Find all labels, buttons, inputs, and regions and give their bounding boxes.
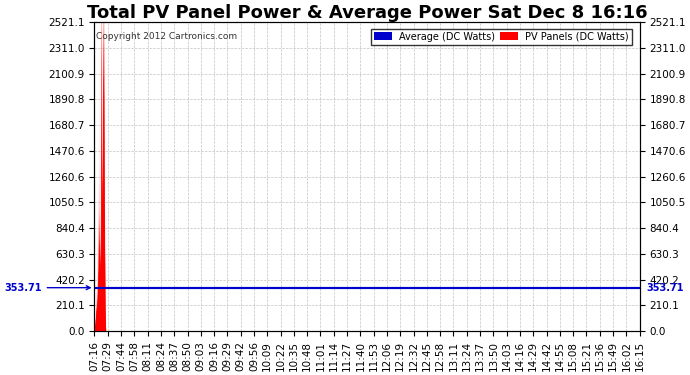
- Title: Total PV Panel Power & Average Power Sat Dec 8 16:16: Total PV Panel Power & Average Power Sat…: [87, 4, 647, 22]
- Text: 353.71: 353.71: [4, 283, 90, 292]
- Legend: Average (DC Watts), PV Panels (DC Watts): Average (DC Watts), PV Panels (DC Watts): [371, 29, 632, 45]
- Text: Copyright 2012 Cartronics.com: Copyright 2012 Cartronics.com: [95, 32, 237, 40]
- Text: 353.71: 353.71: [647, 283, 684, 292]
